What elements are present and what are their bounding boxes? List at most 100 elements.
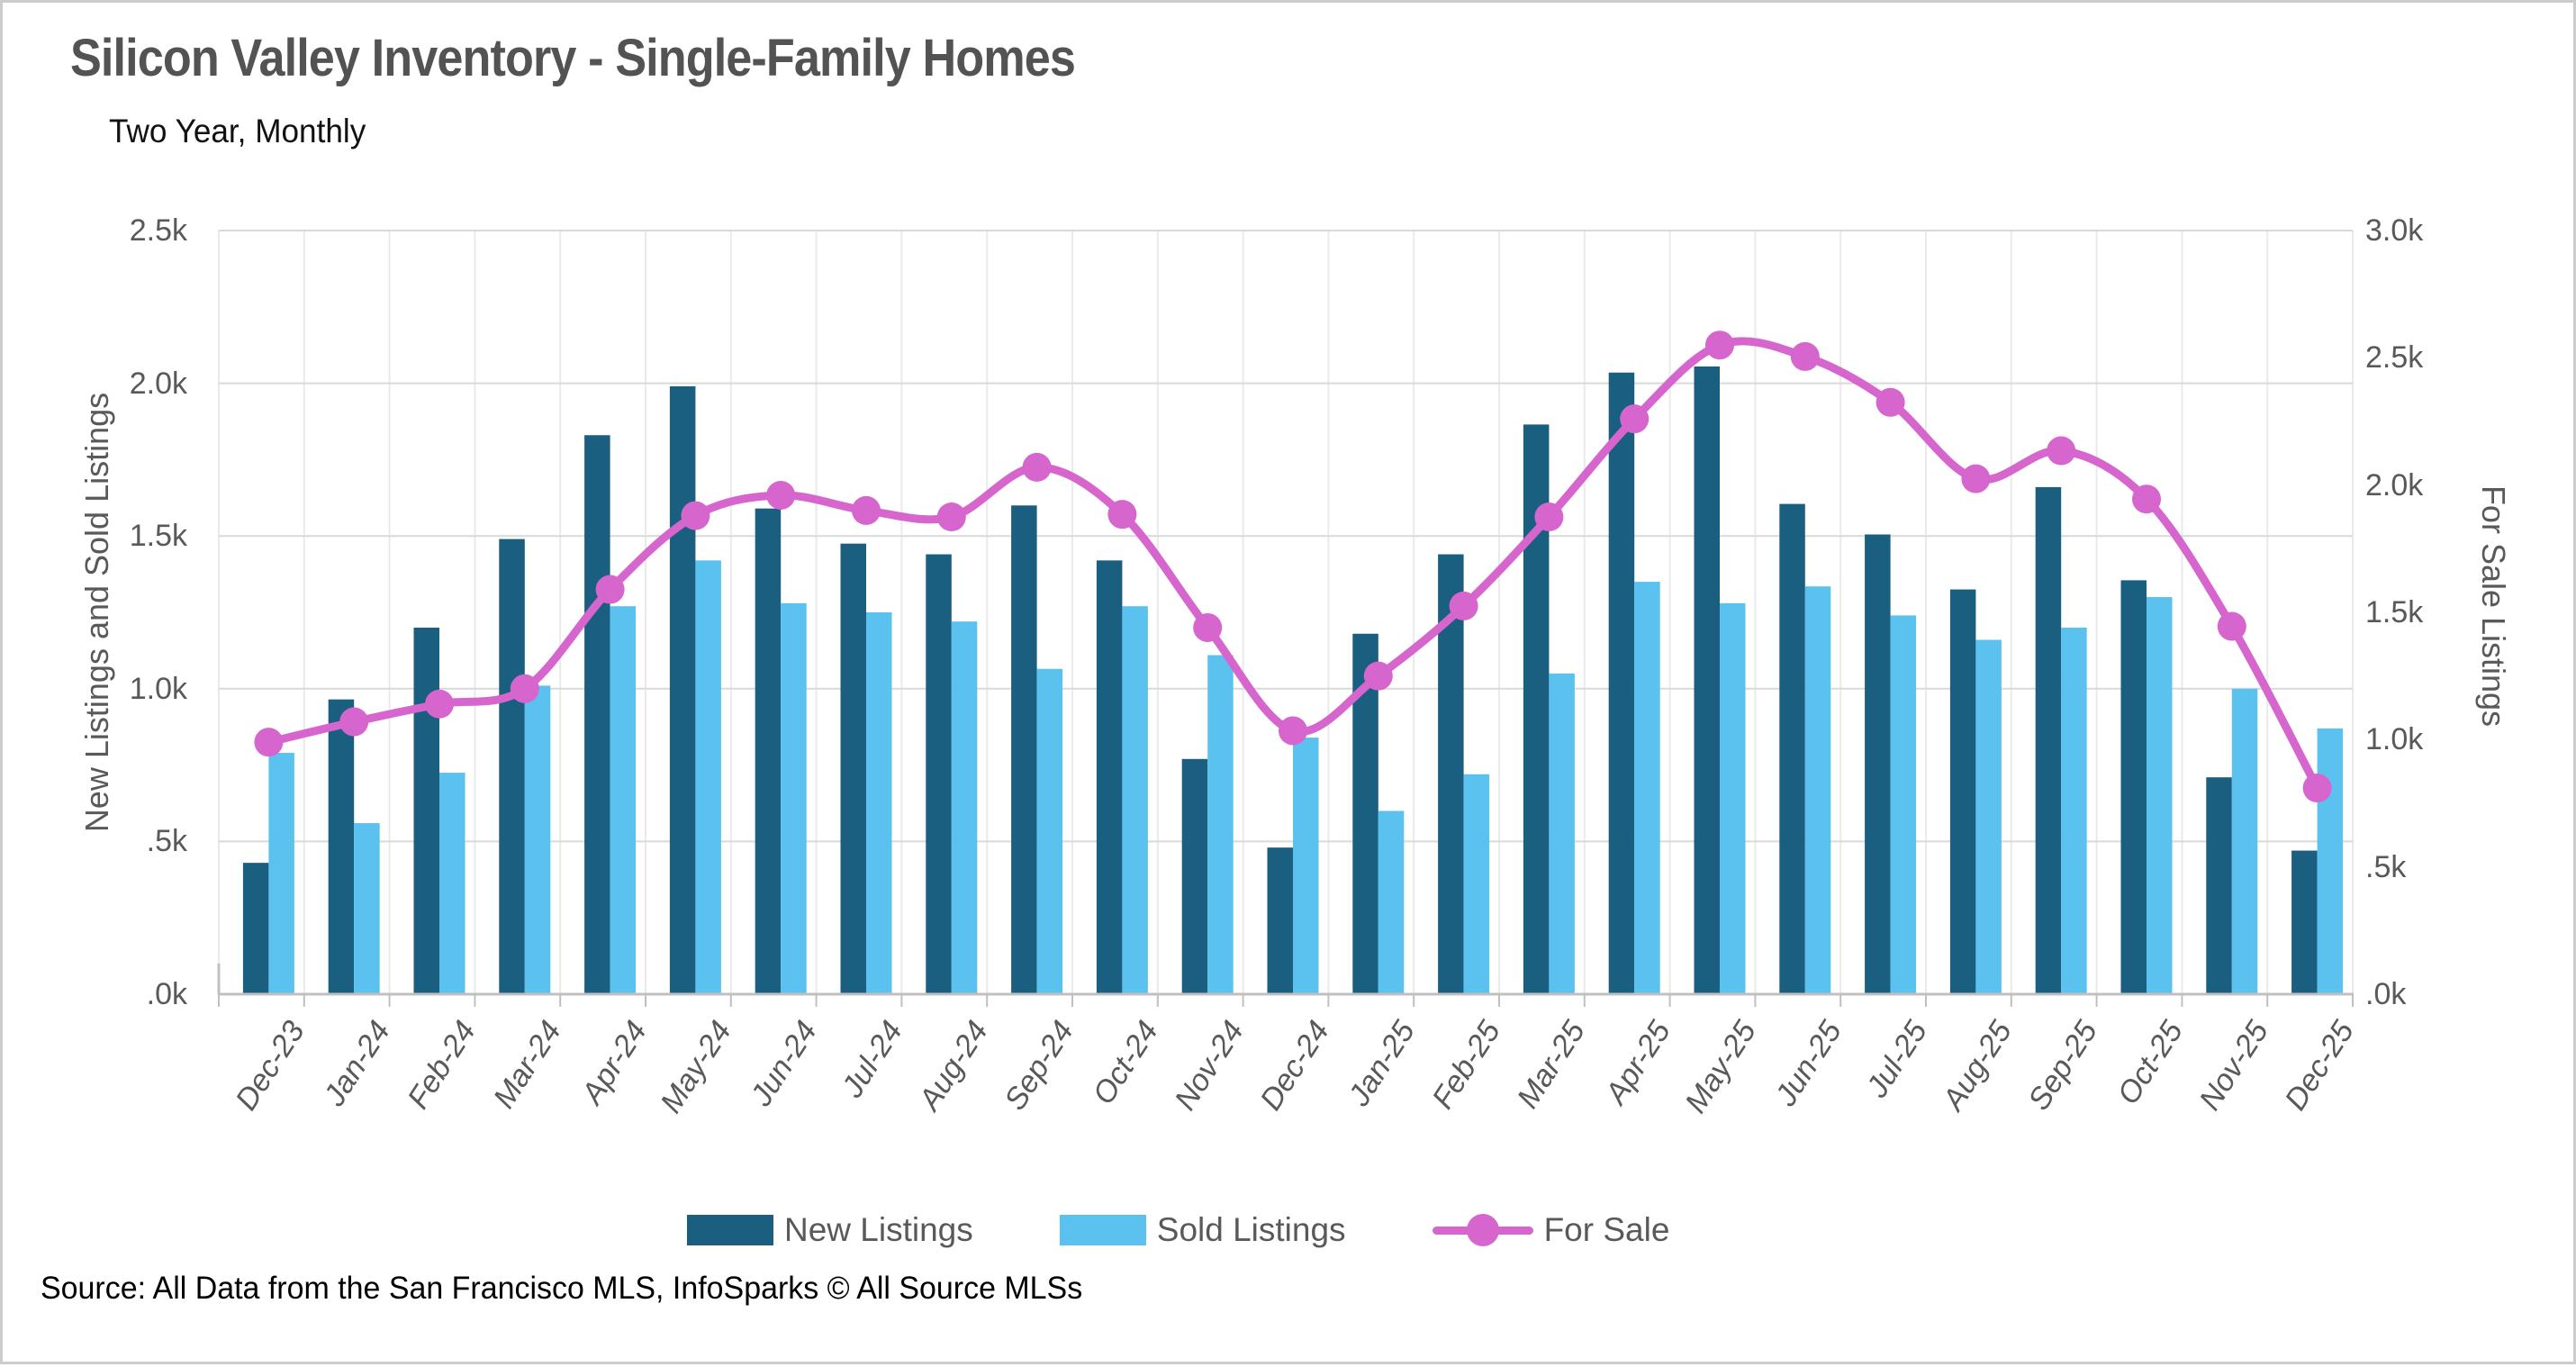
sold-listings-swatch-icon bbox=[1059, 1215, 1146, 1245]
chart-title: Silicon Valley Inventory - Single-Family… bbox=[70, 29, 1076, 87]
bar-new-listings bbox=[242, 863, 269, 994]
for-sale-point bbox=[1620, 404, 1650, 434]
for-sale-point bbox=[1107, 500, 1137, 530]
bar-sold-listings bbox=[610, 606, 637, 994]
for-sale-point bbox=[936, 502, 966, 531]
bar-sold-listings bbox=[866, 612, 892, 994]
for-sale-point bbox=[1705, 330, 1734, 360]
bar-sold-listings bbox=[781, 602, 807, 994]
bar-sold-listings bbox=[268, 753, 294, 994]
for-sale-point bbox=[1363, 661, 1393, 691]
bar-new-listings bbox=[584, 435, 610, 994]
bar-sold-listings bbox=[1378, 810, 1405, 994]
for-sale-point bbox=[2047, 436, 2076, 466]
left-axis-tick-label: 1.0k bbox=[129, 671, 187, 706]
bar-new-listings bbox=[2120, 580, 2147, 994]
bar-sold-listings bbox=[1207, 655, 1234, 994]
bar-new-listings bbox=[1096, 560, 1123, 994]
bar-new-listings bbox=[1949, 589, 1976, 994]
bar-new-listings bbox=[1181, 758, 1208, 994]
legend-item-sold-listings: Sold Listings bbox=[1059, 1211, 1346, 1249]
for-sale-point bbox=[339, 707, 369, 737]
for-sale-line-marker-icon bbox=[1432, 1212, 1533, 1248]
left-axis-tick-label: 2.5k bbox=[129, 213, 187, 248]
left-axis-tick-label: 2.0k bbox=[129, 366, 187, 401]
bar-sold-listings bbox=[1804, 586, 1831, 994]
for-sale-point bbox=[1790, 341, 1820, 371]
new-listings-swatch-icon bbox=[687, 1215, 773, 1245]
bar-new-listings bbox=[840, 543, 866, 994]
right-axis-tick-label: 2.0k bbox=[2365, 467, 2424, 502]
bar-sold-listings bbox=[1549, 673, 1575, 994]
bar-sold-listings bbox=[695, 560, 721, 994]
bar-sold-listings bbox=[951, 621, 978, 994]
for-sale-point bbox=[766, 480, 796, 510]
bar-sold-listings bbox=[1463, 774, 1490, 994]
bar-new-listings bbox=[1267, 847, 1293, 994]
for-sale-point bbox=[595, 575, 625, 604]
bar-sold-listings bbox=[1720, 602, 1746, 994]
for-sale-point bbox=[2217, 611, 2246, 641]
for-sale-point bbox=[681, 501, 710, 530]
source-note: Source: All Data from the San Francisco … bbox=[41, 1271, 1083, 1306]
bar-new-listings bbox=[669, 385, 696, 994]
bar-new-listings bbox=[499, 539, 525, 994]
bar-sold-listings bbox=[1293, 738, 1319, 994]
legend-item-new-listings: New Listings bbox=[687, 1211, 973, 1249]
bar-sold-listings bbox=[2317, 728, 2344, 994]
bar-sold-listings bbox=[1975, 639, 2002, 994]
right-axis-title: For Sale Listings bbox=[2475, 484, 2512, 728]
left-axis-tick-label: .5k bbox=[146, 824, 187, 859]
right-axis-tick-label: .0k bbox=[2365, 977, 2407, 1011]
right-axis-tick-label: .5k bbox=[2365, 849, 2407, 884]
bar-new-listings bbox=[1779, 503, 1805, 994]
bar-new-listings bbox=[1694, 366, 1720, 995]
for-sale-point bbox=[852, 495, 881, 525]
bar-sold-listings bbox=[439, 773, 465, 994]
left-axis-tick-label: .0k bbox=[146, 977, 187, 1011]
bar-new-listings bbox=[1011, 505, 1037, 994]
for-sale-point bbox=[1876, 387, 1905, 417]
legend-item-for-sale: For Sale bbox=[1432, 1211, 1670, 1249]
bar-sold-listings bbox=[1122, 606, 1148, 994]
chart-subtitle: Two Year, Monthly bbox=[109, 113, 366, 149]
bar-new-listings bbox=[2291, 850, 2318, 994]
for-sale-point bbox=[1534, 502, 1564, 531]
legend-label-for-sale: For Sale bbox=[1543, 1211, 1670, 1248]
for-sale-point bbox=[1193, 612, 1223, 642]
for-sale-point bbox=[1449, 591, 1478, 620]
right-axis-tick-label: 3.0k bbox=[2365, 213, 2424, 248]
left-axis-tick-label: 1.5k bbox=[129, 519, 187, 554]
for-sale-point bbox=[2302, 774, 2332, 803]
bar-sold-listings bbox=[1036, 668, 1063, 994]
bar-new-listings bbox=[926, 554, 952, 994]
bar-sold-listings bbox=[2147, 597, 2173, 994]
for-sale-point bbox=[2132, 484, 2161, 514]
bar-sold-listings bbox=[1890, 615, 1917, 994]
bar-new-listings bbox=[328, 699, 355, 994]
bar-new-listings bbox=[413, 627, 439, 994]
for-sale-point bbox=[425, 689, 454, 719]
for-sale-point bbox=[1961, 464, 1991, 493]
legend: New Listings Sold Listings For Sale bbox=[687, 1211, 1669, 1249]
for-sale-point bbox=[510, 674, 539, 703]
plot-area bbox=[217, 230, 2354, 1007]
bar-new-listings bbox=[1865, 534, 1891, 994]
for-sale-point bbox=[1022, 452, 1052, 482]
bar-new-listings bbox=[1608, 372, 1635, 994]
left-axis-title: New Listings and Sold Listings bbox=[78, 392, 115, 833]
bar-sold-listings bbox=[354, 823, 380, 994]
bar-sold-listings bbox=[2231, 688, 2258, 994]
bar-sold-listings bbox=[524, 685, 551, 994]
bar-new-listings bbox=[2035, 486, 2062, 994]
right-axis-tick-label: 2.5k bbox=[2365, 340, 2424, 376]
legend-label-sold-listings: Sold Listings bbox=[1156, 1211, 1346, 1248]
for-sale-point bbox=[1279, 716, 1307, 746]
for-sale-line bbox=[264, 337, 2322, 792]
right-axis-tick-label: 1.5k bbox=[2365, 595, 2424, 629]
legend-label-new-listings: New Listings bbox=[784, 1211, 973, 1248]
bar-sold-listings bbox=[1634, 582, 1660, 994]
for-sale-point bbox=[254, 728, 284, 757]
bar-sold-listings bbox=[2061, 627, 2087, 994]
